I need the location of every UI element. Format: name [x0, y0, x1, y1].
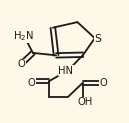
- Text: HN: HN: [58, 66, 73, 76]
- Text: OH: OH: [78, 97, 93, 107]
- Text: O: O: [27, 78, 35, 88]
- Text: H$_2$N: H$_2$N: [13, 29, 33, 43]
- Text: O: O: [18, 59, 25, 69]
- Text: O: O: [100, 78, 107, 88]
- Text: S: S: [95, 34, 102, 44]
